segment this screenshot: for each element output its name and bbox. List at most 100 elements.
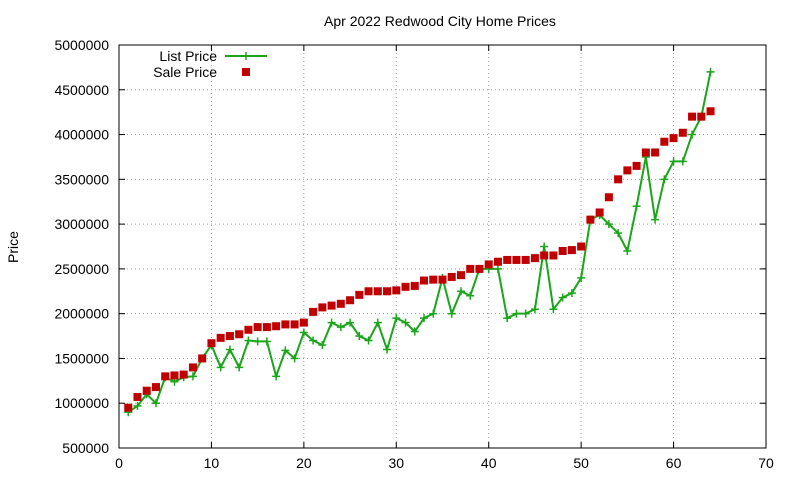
legend-label-sale-price: Sale Price [153, 64, 217, 80]
sale-price-point [225, 332, 234, 341]
sale-price-point [355, 290, 364, 299]
sale-price-point [235, 330, 244, 339]
list-price-point [604, 220, 613, 229]
sale-price-point [124, 403, 133, 412]
sale-price-point [447, 272, 456, 281]
y-tick-label: 1000000 [54, 395, 109, 411]
sale-price-point [346, 296, 355, 305]
legend-marker-sale-price [242, 68, 250, 76]
sale-price-point [503, 255, 512, 264]
sale-price-point [216, 333, 225, 342]
list-price-point [549, 305, 558, 314]
list-price-point [623, 246, 632, 255]
list-price-point [493, 264, 502, 273]
sale-price-point [161, 372, 170, 381]
list-price-point [383, 345, 392, 354]
sale-price-point [420, 276, 429, 285]
list-price-point [364, 336, 373, 345]
sale-price-point [623, 166, 632, 175]
x-tick-label: 50 [573, 455, 589, 471]
list-price-point [235, 363, 244, 372]
y-tick-label: 500000 [62, 440, 109, 456]
sale-price-point [688, 112, 697, 121]
list-price-point [521, 309, 530, 318]
sale-price-point [549, 251, 558, 260]
list-price-point [651, 215, 660, 224]
sale-price-point [133, 392, 142, 401]
list-price-point [336, 323, 345, 332]
sale-price-point [604, 193, 613, 202]
sale-price-point [697, 112, 706, 121]
list-price-point [327, 318, 336, 327]
y-tick-label: 4000000 [54, 127, 109, 143]
sale-price-point [429, 275, 438, 284]
list-price-point [678, 157, 687, 166]
list-price-point [281, 346, 290, 355]
sale-price-point [392, 286, 401, 295]
sale-price-point [484, 260, 493, 269]
sale-price-point [512, 255, 521, 264]
tick-labels: 0 10 20 30 40 50 60 70 500000 1000000 1500000 20000… [54, 37, 774, 471]
y-tick-label: 2000000 [54, 306, 109, 322]
sale-price-point [678, 128, 687, 137]
sale-price-point [364, 287, 373, 296]
list-price-point [151, 399, 160, 408]
sale-price-point [410, 281, 419, 290]
sale-price-point [475, 264, 484, 273]
sale-price-point [641, 148, 650, 157]
list-price-point [373, 318, 382, 327]
list-price-point [614, 229, 623, 238]
sale-price-point [567, 246, 576, 255]
sale-price-point [281, 320, 290, 329]
sale-price-point [383, 287, 392, 296]
sale-price-point [207, 339, 216, 348]
list-price-point [262, 337, 271, 346]
sale-price-point [540, 251, 549, 260]
list-price-point [466, 291, 475, 300]
sale-price-point [179, 370, 188, 379]
list-price-point [420, 314, 429, 323]
x-tick-label: 40 [481, 455, 497, 471]
list-price-point [669, 157, 678, 166]
y-tick-label: 1500000 [54, 350, 109, 366]
y-tick-label: 2500000 [54, 261, 109, 277]
list-price-point [567, 289, 576, 298]
list-price-point [540, 242, 549, 251]
sale-price-point [669, 134, 678, 143]
list-price-point [355, 332, 364, 341]
list-price-point [456, 287, 465, 296]
y-tick-label: 3000000 [54, 216, 109, 232]
sale-price-point [272, 322, 281, 331]
sale-price-point [151, 383, 160, 392]
sale-price-point [595, 208, 604, 217]
list-price-point [188, 372, 197, 381]
sale-price-point [188, 363, 197, 372]
x-tick-label: 20 [296, 455, 312, 471]
sale-price-point [660, 137, 669, 146]
sale-price-series [124, 107, 715, 412]
list-price-point [253, 337, 262, 346]
x-tick-label: 70 [758, 455, 774, 471]
sale-price-point [706, 107, 715, 116]
sale-price-point [530, 254, 539, 263]
sale-price-point [198, 354, 207, 363]
sale-price-point [466, 264, 475, 273]
x-tick-label: 30 [388, 455, 404, 471]
y-tick-label: 4500000 [54, 82, 109, 98]
sale-price-point [521, 255, 530, 264]
list-price-point [530, 305, 539, 314]
plot-border [118, 44, 767, 449]
sale-price-point [318, 303, 327, 312]
sale-price-point [438, 275, 447, 284]
legend-label-list-price: List Price [159, 48, 217, 64]
list-price-point [632, 202, 641, 211]
list-price-point [558, 293, 567, 302]
sale-price-point [290, 320, 299, 329]
x-tick-label: 10 [204, 455, 220, 471]
sale-price-point [401, 282, 410, 291]
sale-price-point [586, 215, 595, 224]
sale-price-point [142, 386, 151, 395]
sale-price-point [456, 271, 465, 280]
